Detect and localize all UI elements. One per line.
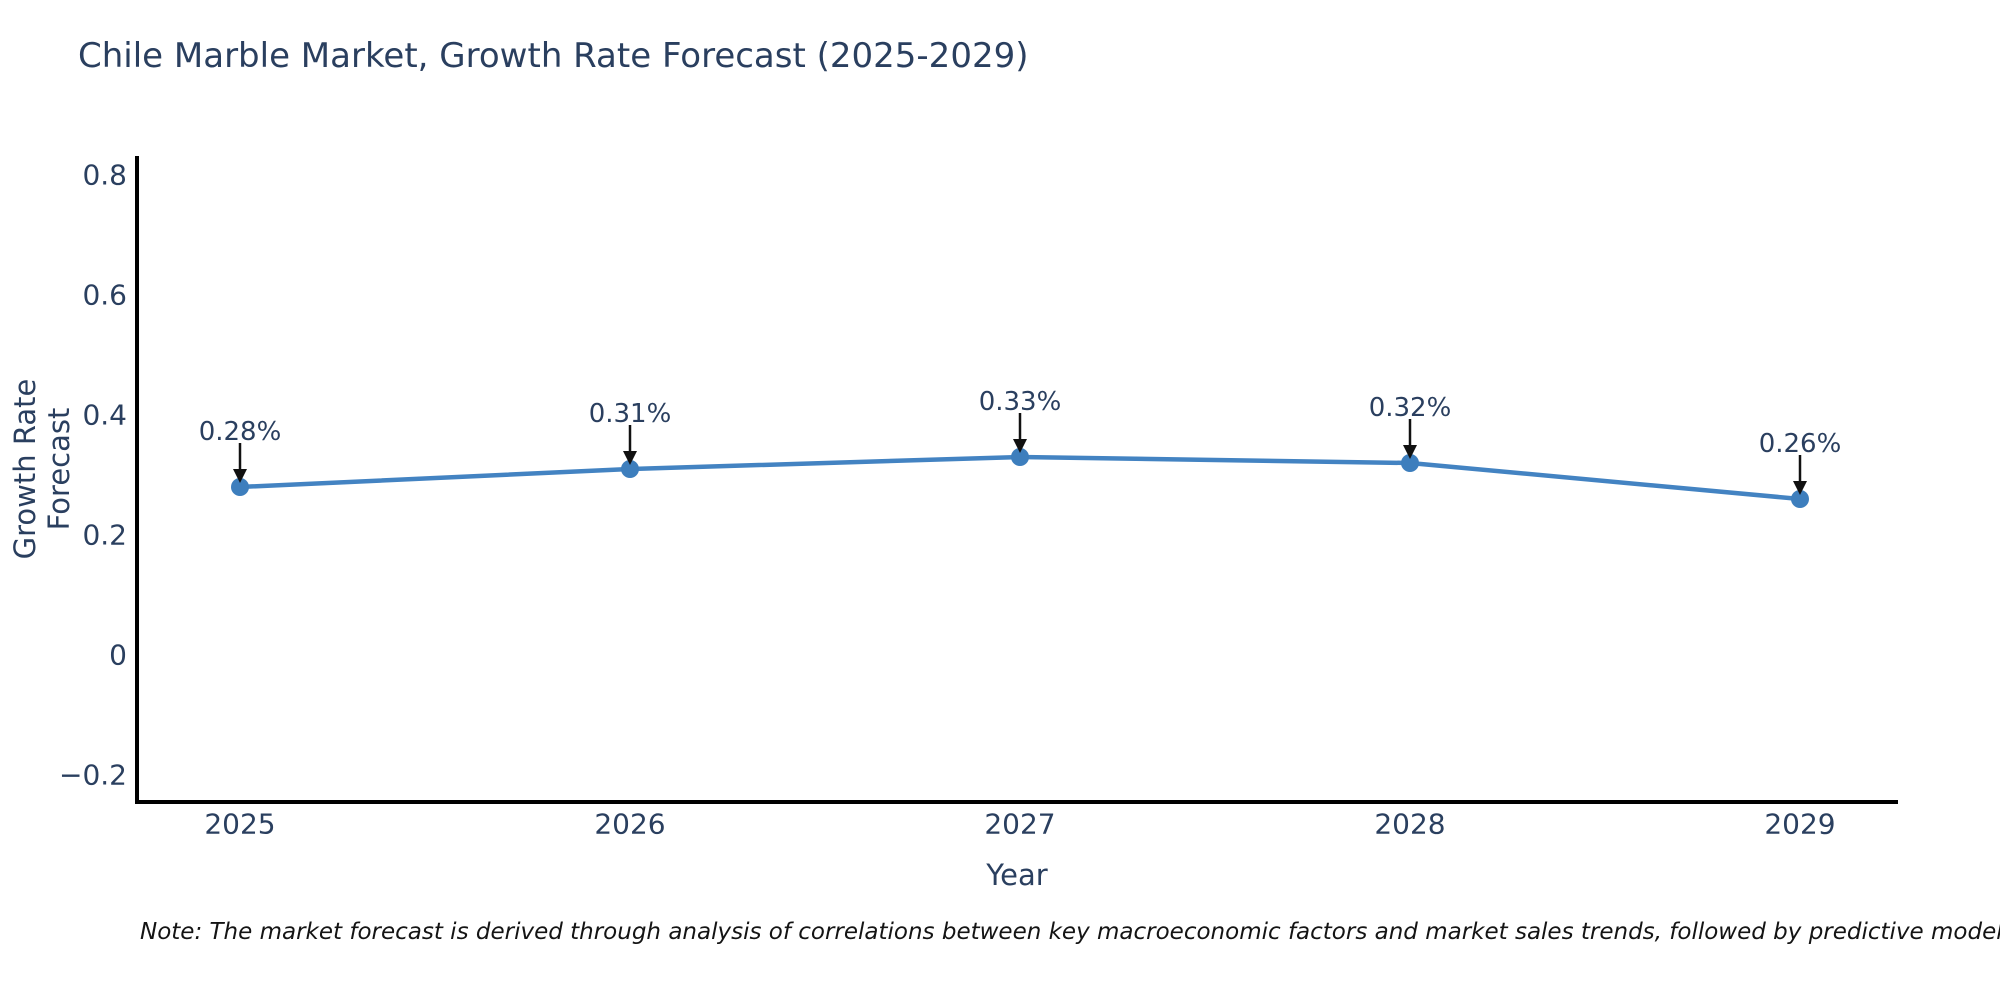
y-tick-label: 0.4 <box>82 399 127 432</box>
point-label: 0.33% <box>979 387 1062 417</box>
data-point-2025[interactable] <box>231 478 249 496</box>
y-tick-label: 0 <box>109 639 127 672</box>
annotation-arrow-head <box>233 469 247 483</box>
point-label: 0.26% <box>1759 429 1842 459</box>
data-point-2028[interactable] <box>1401 454 1419 472</box>
annotation-arrow-head <box>623 451 637 465</box>
x-tick-label: 2027 <box>984 808 1055 841</box>
data-point-2026[interactable] <box>621 460 639 478</box>
x-axis-title: Year <box>986 858 1048 892</box>
y-tick-label: 0.6 <box>82 279 127 312</box>
data-point-2027[interactable] <box>1011 448 1029 466</box>
chart-title: Chile Marble Market, Growth Rate Forecas… <box>78 36 1029 76</box>
point-label: 0.31% <box>589 399 672 429</box>
x-tick-label: 2029 <box>1764 808 1835 841</box>
y-tick-label: 0.2 <box>82 519 127 552</box>
annotation-arrow-head <box>1013 439 1027 453</box>
y-tick-label: −0.2 <box>59 759 127 792</box>
x-tick-label: 2026 <box>594 808 665 841</box>
footnote: Note: The market forecast is derived thr… <box>140 919 2000 945</box>
x-tick-label: 2028 <box>1374 808 1445 841</box>
y-axis-title: Growth Rate Forecast <box>8 378 76 560</box>
data-point-2029[interactable] <box>1791 490 1809 508</box>
y-tick-label: 0.8 <box>82 159 127 192</box>
x-tick-label: 2025 <box>204 808 275 841</box>
annotation-arrow-head <box>1403 445 1417 459</box>
annotation-arrow-head <box>1793 481 1807 495</box>
point-label: 0.32% <box>1369 393 1452 423</box>
point-label: 0.28% <box>199 417 282 447</box>
